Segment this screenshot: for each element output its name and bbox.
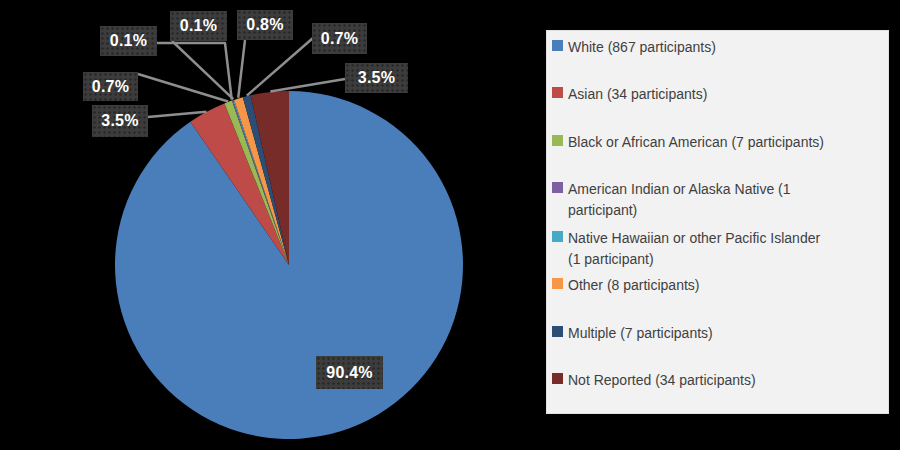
leader-line-not-reported <box>270 79 345 92</box>
percent-label-white: 90.4% <box>316 356 383 389</box>
legend-panel: White (867 participants) Asian (34 partic… <box>546 30 889 414</box>
legend-swatch-black-or-african-american <box>552 135 563 146</box>
legend-label-black-or-african-american: Black or African American (7 participant… <box>568 132 886 153</box>
legend-label-american-indian-or-alaska-native: American Indian or Alaska Native (1parti… <box>568 179 886 221</box>
legend-swatch-native-hawaiian-or-other-pacific-islander <box>552 231 563 242</box>
leader-line-asian <box>148 112 206 117</box>
percent-label-native-hawaiian-or-other-pacific-islander: 0.1% <box>170 11 227 41</box>
legend-swatch-american-indian-or-alaska-native <box>552 182 563 193</box>
legend-label-native-hawaiian-or-other-pacific-islander: Native Hawaiian or other Pacific Islande… <box>568 228 886 270</box>
legend-label-other: Other (8 participants) <box>568 275 886 296</box>
legend-swatch-not-reported <box>552 373 563 384</box>
legend-label-multiple: Multiple (7 participants) <box>568 323 886 344</box>
leader-line-black-or-african-american <box>138 74 228 101</box>
leader-line-native-hawaiian-or-other-pacific-islander <box>172 41 233 99</box>
pie-chart-figure: 90.4% 3.5% 0.7% 0.1% 0.1% 0.8% 0.7% 3.5% White … <box>0 0 900 450</box>
legend-label-white: White (867 participants) <box>568 37 886 58</box>
percent-label-other: 0.8% <box>237 10 293 40</box>
percent-label-asian: 3.5% <box>92 105 148 137</box>
percent-label-not-reported: 3.5% <box>345 63 408 93</box>
percent-label-american-indian-or-alaska-native: 0.1% <box>100 26 157 56</box>
leader-line-other <box>238 40 245 98</box>
legend-swatch-asian <box>552 87 563 98</box>
percent-label-multiple: 0.7% <box>312 23 367 54</box>
legend-label-asian: Asian (34 participants) <box>568 84 886 105</box>
legend-label-not-reported: Not Reported (34 participants) <box>568 370 886 391</box>
legend-swatch-multiple <box>552 326 563 337</box>
legend-swatch-white <box>552 40 563 51</box>
percent-label-black-or-african-american: 0.7% <box>83 72 138 101</box>
legend-swatch-other <box>552 278 563 289</box>
